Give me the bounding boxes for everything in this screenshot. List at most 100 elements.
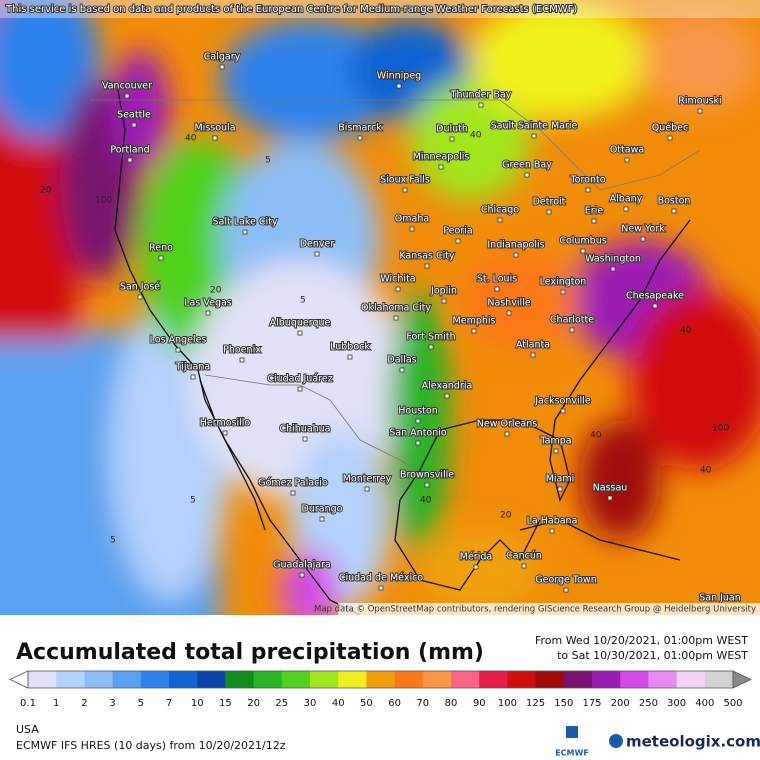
ecmwf-logo-icon bbox=[566, 726, 578, 738]
city-marker bbox=[415, 440, 421, 446]
city-label: Miami bbox=[546, 474, 575, 485]
city-marker bbox=[428, 344, 434, 350]
colorbar-tick-label: 175 bbox=[582, 698, 601, 709]
city-label: San Antonio bbox=[389, 428, 447, 439]
city-label: New York bbox=[621, 224, 665, 235]
city-label: Chesapeake bbox=[626, 291, 684, 302]
service-notice: This service is based on data and produc… bbox=[5, 4, 577, 15]
city-label: Los Angeles bbox=[150, 335, 207, 346]
contour-label: 5 bbox=[110, 536, 116, 546]
city-label: Calgary bbox=[204, 52, 241, 63]
city-marker bbox=[560, 289, 566, 295]
contour-label: 100 bbox=[712, 424, 729, 434]
city-marker bbox=[378, 585, 384, 591]
city-label: Ciudad Juárez bbox=[267, 374, 332, 385]
city-label: Monterrey bbox=[343, 474, 392, 485]
city-marker bbox=[290, 490, 296, 496]
city-label: Vancouver bbox=[102, 81, 152, 92]
colorbar-arrow-left bbox=[9, 670, 29, 689]
city-label: St. Louis bbox=[477, 274, 517, 285]
city-label: Chihuahua bbox=[279, 424, 330, 435]
city-marker bbox=[531, 133, 537, 139]
city-label: Brownsville bbox=[400, 470, 454, 481]
region-label: USA bbox=[16, 723, 39, 736]
city-label: Omaha bbox=[395, 214, 429, 225]
colorbar-swatch bbox=[56, 671, 85, 688]
colorbar-tick-label: 5 bbox=[138, 698, 144, 709]
city-marker bbox=[478, 102, 484, 108]
contour-label: 20 bbox=[210, 286, 222, 296]
city-marker bbox=[212, 135, 218, 141]
colorbar-swatch bbox=[648, 671, 678, 688]
city-label: Bismarck bbox=[338, 123, 382, 134]
city-marker bbox=[205, 310, 211, 316]
city-label: Joplin bbox=[430, 286, 457, 297]
legend: Accumulated total precipitation (mm) Fro… bbox=[9, 634, 760, 758]
city-label: Oklahoma City bbox=[361, 303, 431, 314]
city-marker bbox=[438, 164, 444, 170]
colorbar-tick-label: 100 bbox=[498, 698, 517, 709]
colorbar-swatch bbox=[394, 671, 424, 688]
colorbar-tick-label: 0.1 bbox=[20, 698, 36, 709]
city-label: Lexington bbox=[540, 277, 587, 288]
notice-band bbox=[0, 0, 760, 18]
city-marker bbox=[364, 486, 370, 492]
city-marker bbox=[607, 495, 613, 501]
city-label: La Habana bbox=[527, 516, 578, 527]
city-label: George Town bbox=[535, 575, 596, 586]
colorbar-swatch bbox=[422, 671, 452, 688]
city-label: New Orleans bbox=[477, 419, 537, 430]
colorbar-tick-label: 7 bbox=[166, 698, 172, 709]
legend-title: Accumulated total precipitation (mm) bbox=[16, 640, 484, 665]
city-label: Winnipeg bbox=[377, 71, 421, 82]
city-label: Duluth bbox=[436, 124, 468, 135]
city-label: Cancún bbox=[506, 551, 542, 562]
brand-logo: meteologix.com bbox=[626, 733, 760, 751]
city-label: Jacksonville bbox=[534, 396, 591, 407]
city-label: Portland bbox=[110, 145, 149, 156]
city-marker bbox=[471, 328, 477, 334]
city-label: Salt Lake City bbox=[213, 217, 278, 228]
city-label: Thunder Bay bbox=[450, 90, 512, 101]
colorbar-tick-label: 50 bbox=[360, 698, 373, 709]
city-marker bbox=[530, 352, 536, 358]
city-label: Washington bbox=[585, 254, 641, 265]
precip-field bbox=[0, 0, 760, 615]
city-marker bbox=[158, 255, 164, 261]
colorbar-tick-label: 3 bbox=[109, 698, 115, 709]
city-label: Hermosillo bbox=[200, 418, 251, 429]
city-marker bbox=[569, 327, 575, 333]
city-label: Las Vegas bbox=[184, 298, 232, 309]
city-marker bbox=[494, 286, 500, 292]
city-label: Fort Smith bbox=[406, 332, 455, 343]
colorbar-swatch bbox=[28, 671, 57, 688]
city-label: Erie bbox=[585, 206, 604, 217]
city-marker bbox=[524, 172, 530, 178]
city-marker bbox=[302, 436, 308, 442]
city-label: Kansas City bbox=[399, 251, 455, 262]
colorbar-tick-label: 80 bbox=[445, 698, 458, 709]
colorbar-swatch bbox=[592, 671, 621, 688]
city-marker bbox=[124, 93, 130, 99]
colorbar-tick-label: 20 bbox=[247, 698, 260, 709]
city-label: Rimouski bbox=[678, 96, 721, 107]
city-label: Denver bbox=[300, 239, 335, 250]
city-label: Reno bbox=[149, 243, 173, 254]
city-marker bbox=[585, 187, 591, 193]
contour-label: 40 bbox=[680, 326, 692, 336]
city-label: Sault Sainte Marie bbox=[491, 121, 578, 132]
city-marker bbox=[449, 136, 455, 142]
coastlines bbox=[114, 89, 691, 615]
colorbar-tick-label: 250 bbox=[639, 698, 658, 709]
city-marker bbox=[671, 208, 677, 214]
city-marker bbox=[549, 528, 555, 534]
city-marker bbox=[521, 563, 527, 569]
contour-label: 5 bbox=[265, 156, 271, 166]
colorbar-tick-label: 125 bbox=[526, 698, 545, 709]
contour-label: 20 bbox=[40, 186, 52, 196]
city-marker bbox=[190, 374, 196, 380]
colorbar-swatch bbox=[140, 671, 170, 688]
attribution-band bbox=[338, 603, 760, 615]
colorbar-tick-label: 30 bbox=[304, 698, 317, 709]
colorbar-tick-label: 15 bbox=[219, 698, 232, 709]
